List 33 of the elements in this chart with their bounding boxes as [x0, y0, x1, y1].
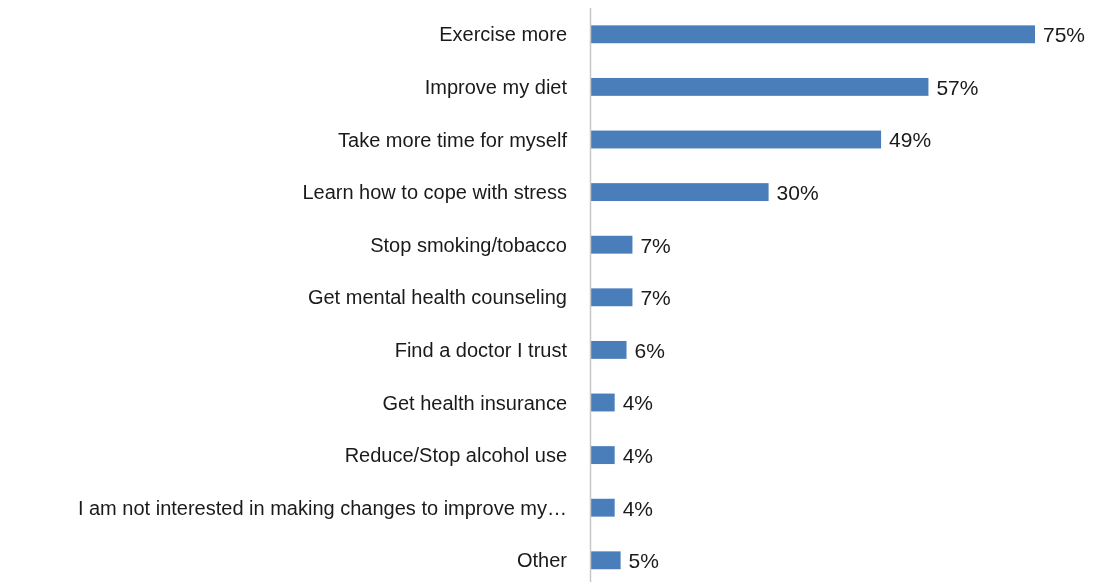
- bar: [591, 235, 633, 254]
- bar: [591, 77, 929, 96]
- bar: [591, 446, 615, 465]
- data-label: 7%: [640, 233, 671, 257]
- y-tick-label: Get health insurance: [382, 391, 567, 414]
- y-tick-label: Other: [516, 549, 568, 572]
- data-label: 49%: [889, 128, 932, 152]
- data-label: 5%: [628, 549, 659, 573]
- data-label: 4%: [622, 444, 654, 468]
- y-tick-label: Get mental health counseling: [307, 286, 567, 309]
- y-tick-label: Learn how to cope with stress: [302, 181, 567, 204]
- data-label: 4%: [622, 391, 654, 415]
- data-label: 30%: [776, 181, 819, 205]
- y-tick-label: Take more time for myself: [338, 128, 568, 151]
- data-label: 57%: [936, 75, 979, 99]
- y-tick-label: Reduce/Stop alcohol use: [344, 444, 567, 467]
- y-tick-label: I am not interested in making changes to improve my…: [77, 496, 567, 519]
- y-tick-label: Exercise more: [439, 23, 567, 46]
- data-label: 6%: [634, 338, 665, 362]
- y-tick-label: Find a doctor I trust: [394, 338, 568, 361]
- y-tick-label: Stop smoking/tobacco: [370, 233, 567, 256]
- bar: [591, 551, 621, 570]
- bar: [591, 288, 633, 307]
- bar: [591, 498, 615, 517]
- bar: [591, 393, 615, 412]
- bar: [591, 183, 769, 202]
- y-tick-label: Improve my diet: [424, 75, 568, 98]
- data-label: 75%: [1043, 23, 1086, 47]
- bar: [591, 25, 1035, 44]
- bar: [591, 340, 627, 359]
- data-label: 4%: [622, 496, 654, 520]
- data-label: 7%: [640, 286, 671, 310]
- bar: [591, 130, 882, 149]
